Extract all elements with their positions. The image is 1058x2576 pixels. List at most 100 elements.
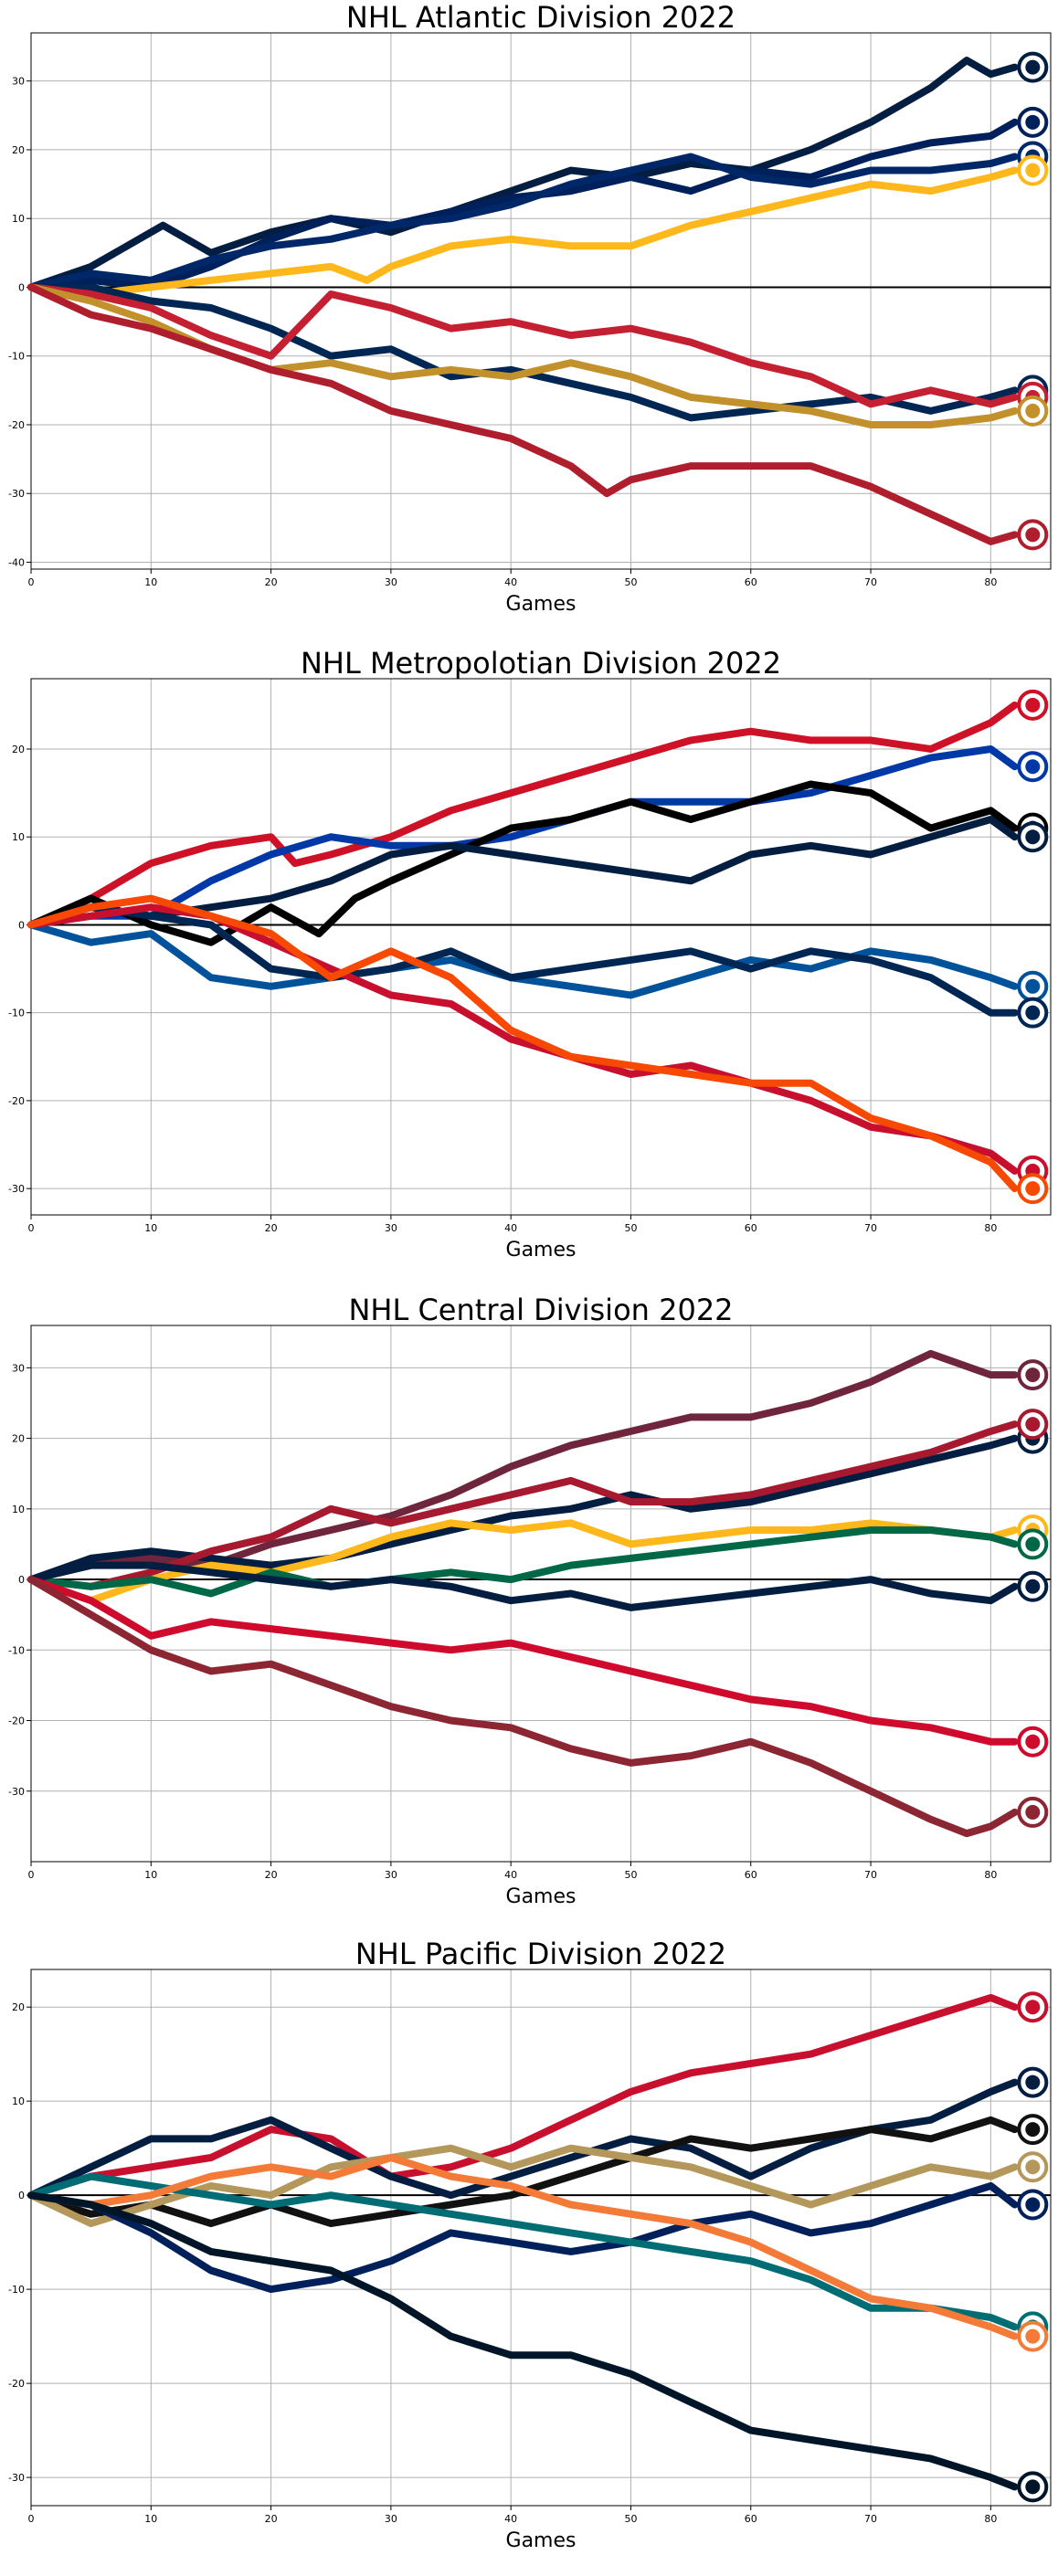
series-line	[27, 1561, 1019, 1611]
x-axis-label: Games	[506, 1885, 577, 1908]
y-tick-label: 20	[12, 2001, 25, 2013]
minnesota-wild-logo	[1017, 1409, 1049, 1441]
chart-title: NHL Atlantic Division 2022	[346, 0, 735, 35]
y-tick-label: 0	[18, 2190, 25, 2201]
plot-frame	[30, 1325, 1052, 1863]
series-line	[27, 2191, 1019, 2491]
y-tick-label: -20	[8, 1716, 25, 1727]
y-tick-label: 10	[12, 2096, 25, 2107]
series-line	[27, 2154, 1019, 2340]
y-tick-label: -30	[8, 1786, 25, 1798]
x-tick-label: 10	[144, 1222, 157, 1234]
x-tick-label: 30	[385, 1869, 397, 1881]
x-tick-label: 20	[265, 1222, 278, 1234]
washington-capitals-logo	[1017, 821, 1049, 853]
x-tick-label: 80	[984, 1869, 997, 1881]
florida-panthers-logo	[1017, 51, 1049, 83]
chart-title: NHL Pacific Division 2022	[355, 1937, 726, 1971]
columbus-blue-jackets-logo	[1017, 997, 1049, 1029]
y-tick-label: -40	[8, 556, 25, 568]
x-tick-label: 40	[504, 1222, 517, 1234]
x-tick-label: 10	[144, 1869, 157, 1881]
series-line	[27, 816, 1019, 929]
x-tick-label: 40	[504, 1869, 517, 1881]
series-line	[27, 283, 1019, 545]
series-line	[27, 283, 1019, 422]
series-line	[27, 745, 1019, 929]
y-tick-label: -20	[8, 419, 25, 431]
x-tick-label: 80	[984, 576, 997, 588]
plot-frame	[30, 678, 1052, 1216]
x-tick-label: 40	[504, 2513, 517, 2525]
arizona-coyotes-logo	[1017, 1796, 1049, 1828]
carolina-hurricanes-logo	[1017, 689, 1049, 721]
y-tick-label: -30	[8, 488, 25, 500]
y-tick-label: 10	[12, 1504, 25, 1515]
y-tick-label: 0	[18, 1574, 25, 1586]
y-tick-label: -10	[8, 351, 25, 363]
vancouver-canucks-logo	[1017, 2189, 1049, 2221]
chart-pacific: NHL Pacific Division 2022 0 10 20 30 40 50 60 70…	[8, 1937, 1052, 2552]
x-tick-label: 0	[28, 2513, 35, 2525]
edmonton-oilers-logo	[1017, 2066, 1049, 2098]
y-tick-label: 10	[12, 213, 25, 225]
series-line	[27, 903, 1019, 1017]
x-tick-label: 50	[624, 1869, 637, 1881]
anaheim-ducks-logo	[1017, 2320, 1049, 2352]
x-axis-label: Games	[506, 2529, 577, 2552]
y-tick-label: -10	[8, 1008, 25, 1019]
series-line	[27, 894, 1019, 1193]
series-line	[27, 1526, 1019, 1598]
series-line	[27, 283, 1019, 408]
x-tick-label: 30	[385, 2513, 397, 2525]
series-line	[27, 1993, 1019, 2200]
winnipeg-jets-logo	[1017, 1570, 1049, 1602]
dallas-stars-logo	[1017, 1528, 1049, 1560]
toronto-maple-leafs-logo	[1017, 106, 1049, 138]
montreal-canadiens-logo	[1017, 519, 1049, 551]
x-tick-label: 80	[984, 1222, 997, 1234]
x-tick-label: 60	[745, 576, 757, 588]
chicago-blackhawks-logo	[1017, 1726, 1049, 1758]
x-tick-label: 10	[144, 2513, 157, 2525]
chart-central: NHL Central Division 2022 0 10 20 30 40 50 60 70…	[8, 1293, 1052, 1908]
y-tick-label: 0	[18, 919, 25, 931]
y-tick-label: -30	[8, 2472, 25, 2484]
x-tick-label: 20	[265, 576, 278, 588]
x-tick-label: 60	[745, 2513, 757, 2525]
x-tick-label: 40	[504, 576, 517, 588]
x-tick-label: 0	[28, 1222, 35, 1234]
y-tick-label: -30	[8, 1183, 25, 1195]
colorado-avalanche-logo	[1017, 1359, 1049, 1391]
x-tick-label: 0	[28, 1869, 35, 1881]
plot-frame	[30, 32, 1052, 570]
x-tick-label: 60	[745, 1869, 757, 1881]
series-line	[27, 2181, 1019, 2294]
philadelphia-flyers-logo	[1017, 1173, 1049, 1205]
y-tick-label: 10	[12, 831, 25, 843]
x-tick-label: 60	[745, 1222, 757, 1234]
x-tick-label: 50	[624, 576, 637, 588]
series-line	[27, 153, 1019, 291]
y-tick-label: 20	[12, 144, 25, 156]
boston-bruins-logo	[1017, 154, 1049, 186]
x-tick-label: 30	[385, 576, 397, 588]
chart-title: NHL Metropolotian Division 2022	[301, 646, 781, 681]
series-line	[27, 1420, 1019, 1590]
y-tick-label: -10	[8, 2284, 25, 2296]
series-line	[27, 1576, 1019, 1838]
series-line	[27, 2116, 1019, 2228]
chart-atlantic: NHL Atlantic Division 2022 0 10 20 30 40 50 60 7…	[8, 0, 1052, 616]
series-line	[27, 1576, 1019, 1746]
y-tick-label: 30	[12, 1362, 25, 1374]
x-tick-label: 10	[144, 576, 157, 588]
series-line	[27, 921, 1019, 999]
x-tick-label: 70	[864, 576, 877, 588]
new-york-islanders-logo	[1017, 970, 1049, 1002]
vegas-golden-knights-logo	[1017, 2151, 1049, 2183]
series-line	[27, 2144, 1019, 2228]
series-line	[27, 2172, 1019, 2331]
x-tick-label: 0	[28, 576, 35, 588]
y-tick-label: -20	[8, 2378, 25, 2390]
